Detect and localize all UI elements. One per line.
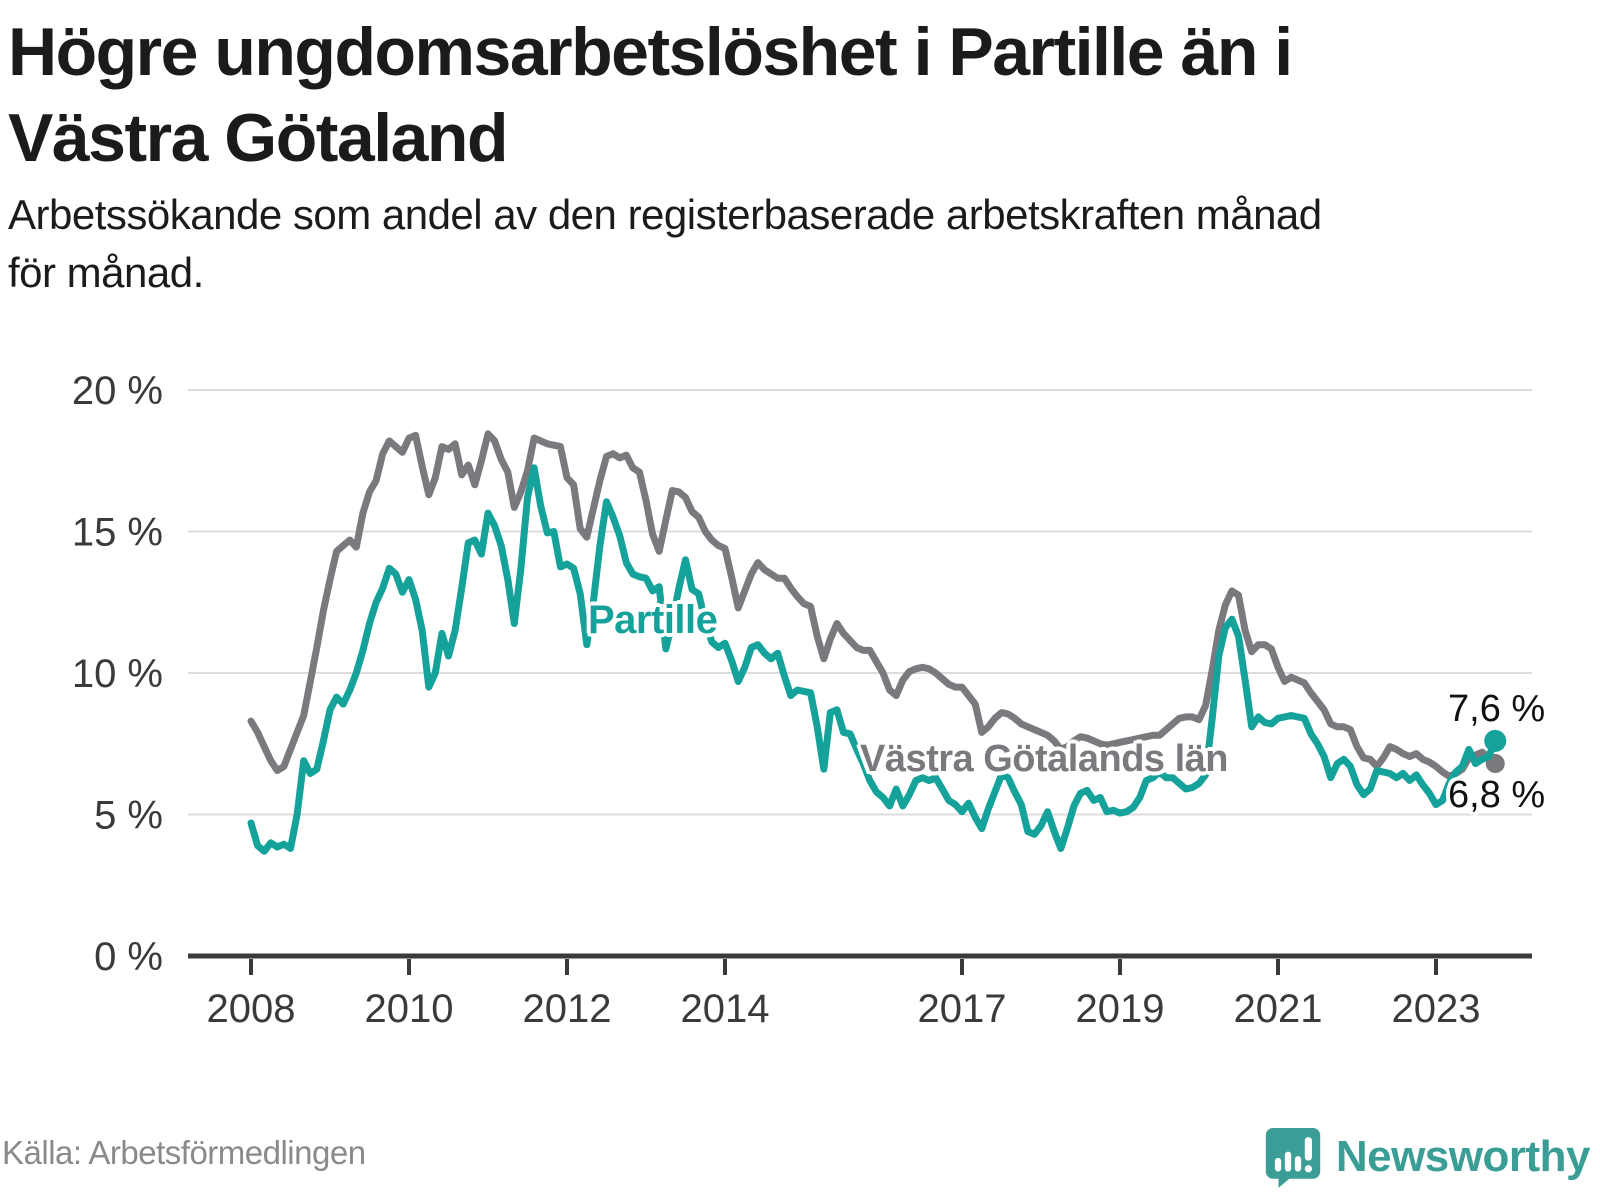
- source-note: Källa: Arbetsförmedlingen: [2, 1134, 366, 1171]
- logo-exclamation-dot: [1304, 1165, 1312, 1173]
- series-label-partille: Partille: [588, 598, 718, 642]
- x-tick-label-2021: 2021: [1234, 987, 1323, 1031]
- end-value-label-partille: 7,6 %: [1448, 688, 1546, 730]
- logo-bar-1: [1274, 1157, 1282, 1172]
- chart-subtitle-line1: Arbetssökande som andel av den registerb…: [8, 191, 1322, 238]
- footer: Källa: Arbetsförmedlingen Newsworthy: [0, 1120, 1600, 1200]
- x-tick-label-2010: 2010: [365, 987, 454, 1031]
- newsworthy-brand: Newsworthy: [1264, 1126, 1591, 1188]
- logo-bubble-shape: [1265, 1128, 1321, 1188]
- y-tick-label-5: 5 %: [94, 794, 163, 838]
- x-tick-label-2008: 2008: [207, 987, 296, 1031]
- logo-exclamation-bar: [1304, 1137, 1312, 1161]
- newsworthy-brand-text: Newsworthy: [1335, 1132, 1591, 1181]
- logo-bar-3: [1294, 1156, 1301, 1172]
- series-line-Västra Götalands län: [247, 430, 1499, 780]
- series-line-Partille: [247, 464, 1499, 855]
- x-tick-label-2023: 2023: [1392, 987, 1481, 1031]
- series-label-vastra-gotalands-lan: Västra Götalands län: [860, 738, 1229, 780]
- y-tick-label-15: 15 %: [72, 511, 163, 555]
- x-tick-label-2012: 2012: [523, 987, 612, 1031]
- logo-bar-2: [1284, 1151, 1292, 1172]
- newsworthy-logo-icon: [1265, 1128, 1321, 1188]
- series-end-dot-Partille: [1484, 729, 1507, 752]
- chart-title: Högre ungdomsarbetslöshet i Partille än …: [8, 10, 1588, 181]
- x-tick-label-2017: 2017: [918, 987, 1007, 1031]
- x-tick-label-2019: 2019: [1076, 987, 1165, 1031]
- chart-subtitle: Arbetssökande som andel av den registerb…: [8, 186, 1588, 302]
- chart-title-line2: Västra Götaland: [8, 99, 509, 176]
- x-tick-label-2014: 2014: [681, 987, 770, 1031]
- y-tick-label-0: 0 %: [94, 935, 163, 979]
- y-tick-label-20: 20 %: [72, 369, 163, 413]
- chart-title-line1: Högre ungdomsarbetslöshet i Partille än …: [8, 14, 1293, 90]
- y-tick-label-10: 10 %: [72, 652, 163, 696]
- chart-subtitle-line2: för månad.: [8, 248, 204, 296]
- end-value-label-vastra-gotaland: 6,8 %: [1448, 774, 1546, 816]
